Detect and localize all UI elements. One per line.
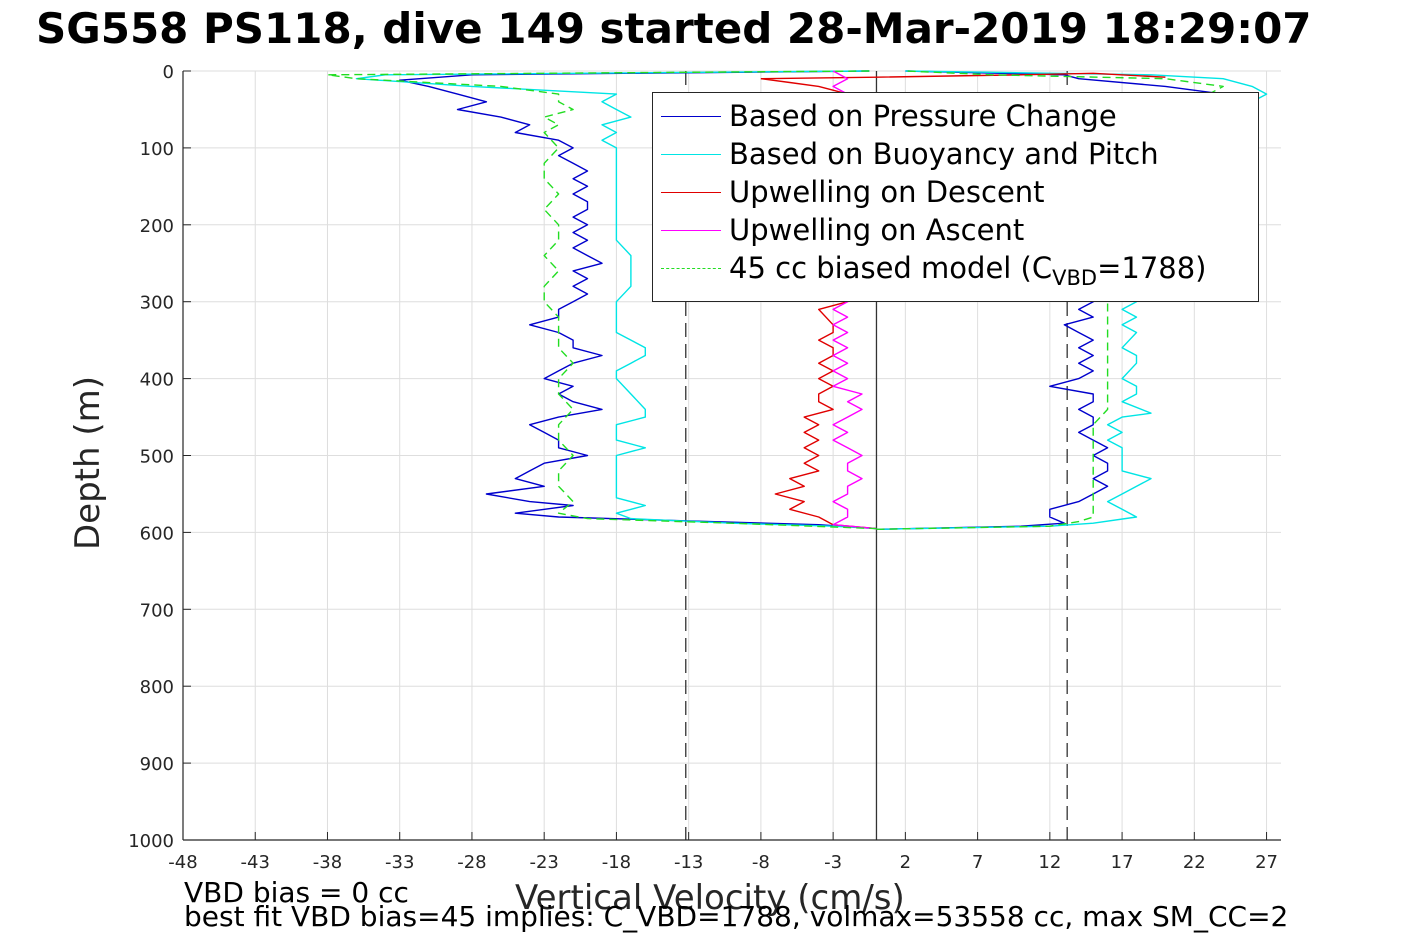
chart-title: SG558 PS118, dive 149 started 28-Mar-201… xyxy=(36,4,1312,53)
x-tick-label: -38 xyxy=(313,852,342,873)
y-tick-label: 400 xyxy=(140,370,174,391)
x-tick-label: -33 xyxy=(385,852,414,873)
vbd-bias-note: VBD bias = 0 cc xyxy=(184,876,409,909)
legend-label-model: 45 cc biased model (CVBD=1788) xyxy=(729,251,1207,290)
x-tick-label: -13 xyxy=(674,852,703,873)
legend-swatch-buoyancy xyxy=(661,154,721,155)
series-up_ascent-points xyxy=(832,70,877,530)
legend-entry-model: 45 cc biased model (CVBD=1788) xyxy=(653,249,1258,290)
y-tick-label: 100 xyxy=(140,139,174,160)
legend-entry-buoyancy: Based on Buoyancy and Pitch xyxy=(653,135,1258,173)
x-tick-label: -43 xyxy=(241,852,270,873)
y-tick-label: 500 xyxy=(140,447,174,468)
y-tick-label: 300 xyxy=(140,293,174,314)
legend-swatch-model xyxy=(661,268,721,269)
y-tick-label: 900 xyxy=(140,754,174,775)
y-tick-label: 800 xyxy=(140,677,174,698)
x-tick-label: 22 xyxy=(1183,852,1206,873)
legend: Based on Pressure Change Based on Buoyan… xyxy=(652,92,1259,302)
y-tick-label: 200 xyxy=(140,216,174,237)
x-tick-label: -3 xyxy=(824,852,842,873)
y-axis-label: Depth (m) xyxy=(68,375,108,550)
x-tick-label: -23 xyxy=(529,852,558,873)
x-tick-label: 2 xyxy=(900,852,911,873)
legend-swatch-up-descent xyxy=(661,192,721,193)
legend-swatch-up-ascent xyxy=(661,230,721,231)
legend-entry-up-ascent: Upwelling on Ascent xyxy=(653,211,1258,249)
y-tick-label: 0 xyxy=(163,62,174,83)
legend-label-up-ascent: Upwelling on Ascent xyxy=(729,213,1025,247)
axes: -48 -43 -38 -33 -28 -23 -18 -13 -8 -3 2 7 12 17 22 2701… xyxy=(128,62,1281,873)
y-tick-label: 600 xyxy=(140,523,174,544)
legend-label-pressure: Based on Pressure Change xyxy=(729,99,1117,133)
x-tick-label: -8 xyxy=(752,852,770,873)
best-fit-note: best fit VBD bias=45 implies: C_VBD=1788… xyxy=(184,900,1289,933)
legend-entry-up-descent: Upwelling on Descent xyxy=(653,173,1258,211)
legend-swatch-pressure xyxy=(661,116,721,117)
y-tick-label: 1000 xyxy=(128,831,174,852)
x-tick-label: -48 xyxy=(168,852,197,873)
series-pressure-descent xyxy=(399,70,877,530)
x-axis-label: Vertical Velocity (cm/s) xyxy=(515,878,905,918)
legend-label-buoyancy: Based on Buoyancy and Pitch xyxy=(729,137,1159,171)
x-tick-label: -18 xyxy=(602,852,631,873)
y-tick-label: 700 xyxy=(140,600,174,621)
x-tick-label: 17 xyxy=(1111,852,1134,873)
x-tick-label: -28 xyxy=(457,852,486,873)
series-up_descent-points xyxy=(760,78,877,530)
series-up_descent-head xyxy=(760,72,1166,80)
legend-label-up-descent: Upwelling on Descent xyxy=(729,175,1045,209)
series-model-descent xyxy=(326,70,877,530)
legend-entry-pressure: Based on Pressure Change xyxy=(653,97,1258,135)
series-buoyancy-descent xyxy=(355,70,877,530)
x-tick-label: 27 xyxy=(1255,852,1278,873)
x-tick-label: 12 xyxy=(1038,852,1061,873)
x-tick-label: 7 xyxy=(972,852,983,873)
